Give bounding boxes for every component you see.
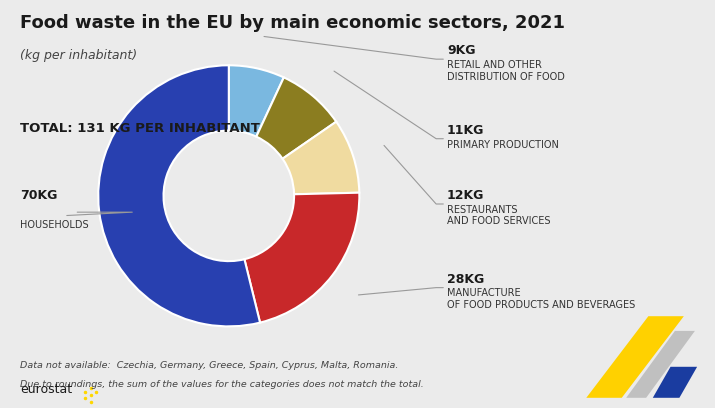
- Text: PRIMARY PRODUCTION: PRIMARY PRODUCTION: [447, 140, 558, 150]
- Polygon shape: [653, 367, 697, 398]
- Text: HOUSEHOLDS: HOUSEHOLDS: [20, 220, 89, 231]
- Wedge shape: [282, 122, 360, 194]
- Wedge shape: [98, 65, 260, 326]
- Text: 12KG: 12KG: [447, 189, 484, 202]
- Text: eurostat: eurostat: [20, 383, 72, 396]
- Wedge shape: [256, 78, 336, 159]
- Wedge shape: [245, 193, 360, 323]
- Text: 70KG: 70KG: [20, 189, 57, 202]
- Text: 28KG: 28KG: [447, 273, 484, 286]
- Text: Due to roundings, the sum of the values for the categories does not match the to: Due to roundings, the sum of the values …: [20, 380, 424, 389]
- Text: Food waste in the EU by main economic sectors, 2021: Food waste in the EU by main economic se…: [20, 14, 565, 32]
- Text: 9KG: 9KG: [447, 44, 475, 57]
- Polygon shape: [586, 316, 684, 398]
- Polygon shape: [626, 331, 695, 398]
- Text: TOTAL: 131 KG PER INHABITANT: TOTAL: 131 KG PER INHABITANT: [20, 122, 260, 135]
- Text: 11KG: 11KG: [447, 124, 484, 137]
- Text: RETAIL AND OTHER
DISTRIBUTION OF FOOD: RETAIL AND OTHER DISTRIBUTION OF FOOD: [447, 60, 565, 82]
- Text: MANUFACTURE
OF FOOD PRODUCTS AND BEVERAGES: MANUFACTURE OF FOOD PRODUCTS AND BEVERAG…: [447, 288, 635, 310]
- Text: RESTAURANTS
AND FOOD SERVICES: RESTAURANTS AND FOOD SERVICES: [447, 205, 551, 226]
- Text: (kg per inhabitant): (kg per inhabitant): [20, 49, 137, 62]
- Text: Data not available:  Czechia, Germany, Greece, Spain, Cyprus, Malta, Romania.: Data not available: Czechia, Germany, Gr…: [20, 361, 398, 370]
- Wedge shape: [229, 65, 284, 137]
